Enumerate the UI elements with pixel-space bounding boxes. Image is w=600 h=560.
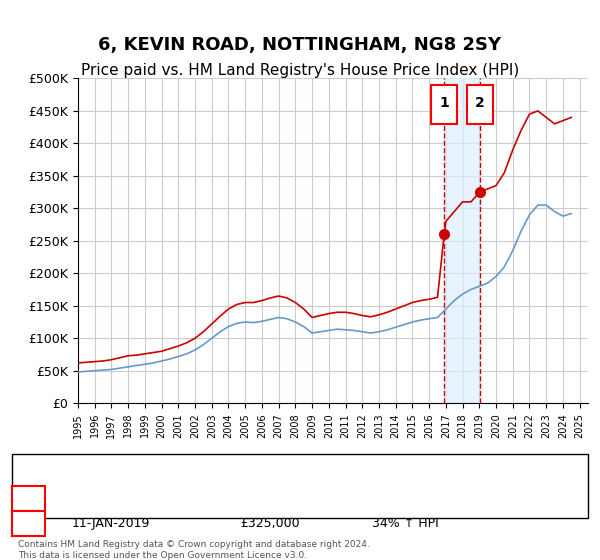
Text: 11-JAN-2019: 11-JAN-2019: [72, 517, 151, 530]
FancyBboxPatch shape: [431, 85, 457, 124]
Text: £260,000: £260,000: [240, 492, 299, 505]
Text: Contains HM Land Registry data © Crown copyright and database right 2024.
This d: Contains HM Land Registry data © Crown c…: [18, 540, 370, 559]
Text: HPI: Average price, detached house, City of Nottingham: HPI: Average price, detached house, City…: [54, 491, 366, 501]
Text: —: —: [30, 486, 49, 505]
Text: 6, KEVIN ROAD, NOTTINGHAM, NG8 2SY (detached house): 6, KEVIN ROAD, NOTTINGHAM, NG8 2SY (deta…: [54, 465, 378, 475]
FancyBboxPatch shape: [467, 85, 493, 124]
Text: —: —: [30, 461, 49, 480]
Text: 2: 2: [475, 96, 485, 110]
Text: Price paid vs. HM Land Registry's House Price Index (HPI): Price paid vs. HM Land Registry's House …: [81, 63, 519, 77]
Text: 24-NOV-2016: 24-NOV-2016: [72, 492, 155, 505]
Text: 6, KEVIN ROAD, NOTTINGHAM, NG8 2SY: 6, KEVIN ROAD, NOTTINGHAM, NG8 2SY: [98, 36, 502, 54]
Text: 2: 2: [24, 517, 32, 530]
Text: £325,000: £325,000: [240, 517, 299, 530]
Text: 1: 1: [24, 492, 32, 505]
Bar: [444, 78, 480, 403]
Text: 34% ↑ HPI: 34% ↑ HPI: [372, 517, 439, 530]
Text: 1: 1: [439, 96, 449, 110]
Text: 21% ↑ HPI: 21% ↑ HPI: [372, 492, 439, 505]
